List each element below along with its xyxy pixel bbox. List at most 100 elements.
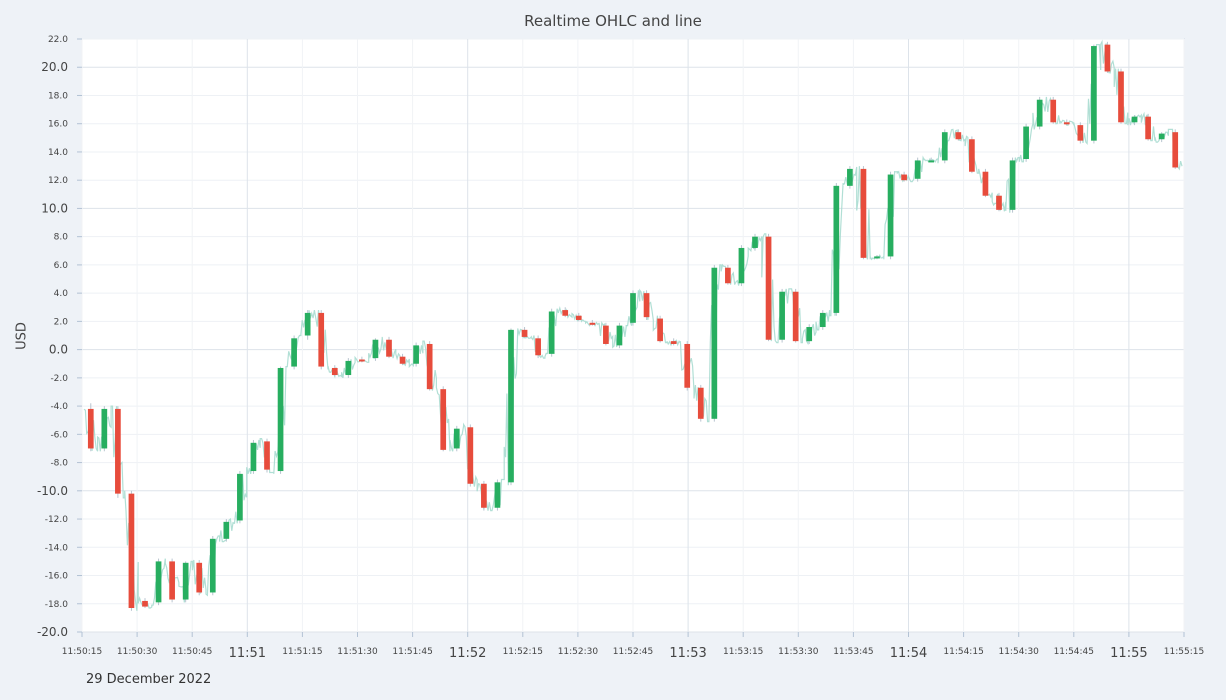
candle-up[interactable] xyxy=(101,406,108,452)
candle-body xyxy=(440,389,447,450)
candle-down[interactable] xyxy=(1050,96,1057,124)
candle-up[interactable] xyxy=(223,519,230,542)
candle-up[interactable] xyxy=(914,157,921,182)
candle-down[interactable] xyxy=(684,341,691,391)
candle-down[interactable] xyxy=(860,166,867,260)
candle-down[interactable] xyxy=(1063,119,1070,126)
candle-up[interactable] xyxy=(887,171,894,260)
candle-body xyxy=(833,185,840,313)
candle-up[interactable] xyxy=(372,338,379,361)
candle-up[interactable] xyxy=(1158,132,1165,143)
candle-down[interactable] xyxy=(792,288,799,343)
candle-down[interactable] xyxy=(359,356,365,363)
candle-down[interactable] xyxy=(128,490,135,611)
candle-up[interactable] xyxy=(806,324,813,344)
candle-down[interactable] xyxy=(1145,113,1151,141)
candle-up[interactable] xyxy=(630,290,636,326)
candle-down[interactable] xyxy=(115,406,121,498)
x-tick-label: 11:54:30 xyxy=(998,647,1039,657)
candle-down[interactable] xyxy=(575,312,582,322)
candle-up[interactable] xyxy=(752,233,758,251)
candle-body xyxy=(874,256,880,259)
candle-up[interactable] xyxy=(847,166,853,189)
candle-down[interactable] xyxy=(1172,129,1179,169)
candle-down[interactable] xyxy=(386,336,392,359)
candle-down[interactable] xyxy=(589,319,596,326)
candle-down[interactable] xyxy=(643,290,650,320)
candle-up[interactable] xyxy=(494,479,501,511)
candle-down[interactable] xyxy=(1077,122,1084,144)
candle-up[interactable] xyxy=(833,183,840,316)
candle-up[interactable] xyxy=(1009,157,1016,213)
candle-down[interactable] xyxy=(142,598,148,608)
candle-down[interactable] xyxy=(399,353,406,366)
candle-down[interactable] xyxy=(657,315,663,343)
candle-up[interactable] xyxy=(874,255,880,260)
candle-up[interactable] xyxy=(779,288,785,343)
candle-up[interactable] xyxy=(1023,123,1029,162)
candle-up[interactable] xyxy=(819,310,826,330)
candle-up[interactable] xyxy=(616,322,623,349)
candle-up[interactable] xyxy=(711,264,718,422)
candle-body xyxy=(426,343,433,390)
candle-down[interactable] xyxy=(982,168,989,198)
candle-down[interactable] xyxy=(481,480,487,511)
candle-down[interactable] xyxy=(1104,41,1111,73)
candle-down[interactable] xyxy=(562,307,569,318)
candle-body xyxy=(1023,126,1029,160)
candle-up[interactable] xyxy=(508,328,514,486)
candle-down[interactable] xyxy=(87,403,94,452)
candle-up[interactable] xyxy=(237,471,243,524)
candle-down[interactable] xyxy=(169,558,175,603)
candle-down[interactable] xyxy=(426,341,433,391)
candle-down[interactable] xyxy=(955,129,962,141)
candle-down[interactable] xyxy=(1118,68,1124,124)
candle-up[interactable] xyxy=(291,335,297,370)
y-tick-label: -4.0 xyxy=(50,402,68,412)
candle-up[interactable] xyxy=(548,308,555,357)
candle-down[interactable] xyxy=(765,233,772,342)
candle-up[interactable] xyxy=(182,561,189,603)
candle-body xyxy=(657,318,663,342)
candle-up[interactable] xyxy=(453,425,460,452)
candle-down[interactable] xyxy=(969,136,975,174)
candle-up[interactable] xyxy=(413,342,419,367)
candle-down[interactable] xyxy=(196,559,203,596)
candle-body xyxy=(386,339,392,357)
candle-down[interactable] xyxy=(697,384,704,422)
y-tick-label: -20.0 xyxy=(37,625,68,639)
candle-up[interactable] xyxy=(155,558,162,606)
candle-down[interactable] xyxy=(440,386,447,452)
candle-body xyxy=(250,442,257,472)
date-label: 29 December 2022 xyxy=(86,672,212,687)
candle-down[interactable] xyxy=(996,192,1002,212)
candle-down[interactable] xyxy=(467,424,474,487)
candle-up[interactable] xyxy=(1036,96,1043,130)
candle-body xyxy=(1118,71,1124,123)
candle-down[interactable] xyxy=(264,438,270,473)
candle-down[interactable] xyxy=(603,322,609,346)
candle-up[interactable] xyxy=(304,310,311,340)
candle-up[interactable] xyxy=(345,358,352,378)
candle-up[interactable] xyxy=(1131,115,1138,126)
candle-down[interactable] xyxy=(318,310,325,370)
candle-up[interactable] xyxy=(250,439,257,474)
candle-up[interactable] xyxy=(928,157,935,163)
candle-down[interactable] xyxy=(725,264,731,285)
candle-up[interactable] xyxy=(941,129,948,164)
candle-down[interactable] xyxy=(535,335,541,359)
candle-up[interactable] xyxy=(738,245,745,287)
candle-up[interactable] xyxy=(277,366,284,474)
candle-up[interactable] xyxy=(1091,44,1097,144)
candle-body xyxy=(115,408,121,494)
candle-body xyxy=(182,562,189,600)
candle-up[interactable] xyxy=(209,535,216,596)
candle-down[interactable] xyxy=(331,365,338,377)
candle-body xyxy=(752,236,758,248)
candle-down[interactable] xyxy=(670,338,677,346)
candle-down[interactable] xyxy=(521,327,528,339)
candle-down[interactable] xyxy=(901,171,907,182)
candle-body xyxy=(1036,99,1043,127)
x-tick-label: 11:51:30 xyxy=(337,647,378,657)
